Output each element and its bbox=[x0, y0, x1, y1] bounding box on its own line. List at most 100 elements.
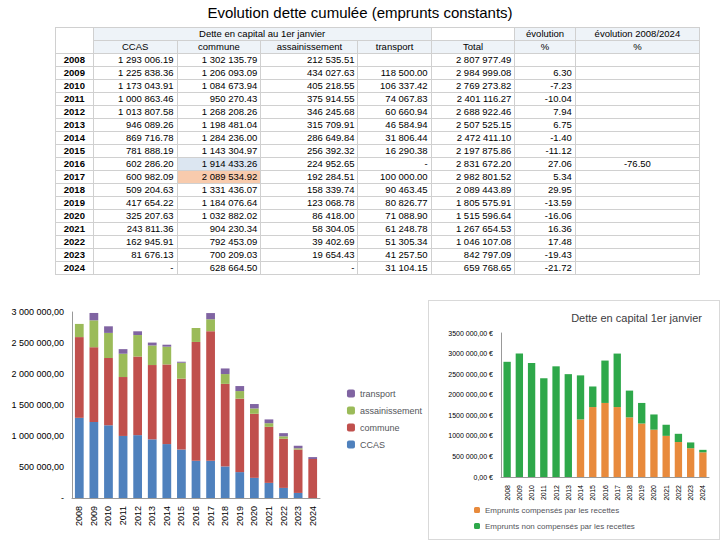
html-text:2011: 2011 bbox=[64, 93, 85, 104]
html-text:2010: 2010 bbox=[63, 80, 85, 91]
svg-text:500 000,00 €: 500 000,00 € bbox=[452, 453, 493, 460]
html-text:2009: 2009 bbox=[63, 67, 85, 78]
svg-text:Dette en capital 1er janvier: Dette en capital 1er janvier bbox=[571, 312, 702, 324]
html-text:2 984 999.08: 2 984 999.08 bbox=[455, 67, 512, 78]
svg-text:2008: 2008 bbox=[504, 485, 511, 501]
html-text:405 218.55: 405 218.55 bbox=[306, 80, 355, 91]
svg-text:1 500 000,00: 1 500 000,00 bbox=[11, 400, 64, 410]
html-text:1 293 006.19: 1 293 006.19 bbox=[118, 54, 174, 65]
html-text:-10.04: -10.04 bbox=[544, 93, 572, 104]
svg-text:2011: 2011 bbox=[118, 506, 128, 525]
svg-text:3500 000,00 €: 3500 000,00 € bbox=[448, 330, 493, 337]
svg-text:transport: transport bbox=[360, 389, 396, 399]
svg-text:2021: 2021 bbox=[264, 506, 274, 526]
svg-text:2022: 2022 bbox=[279, 506, 289, 526]
html-text:transport: transport bbox=[375, 41, 414, 52]
svg-text:3000 000,00 €: 3000 000,00 € bbox=[448, 350, 493, 357]
html-text:1 225 838.36: 1 225 838.36 bbox=[118, 67, 174, 78]
html-text:1 173 043.91: 1 173 043.91 bbox=[118, 80, 174, 91]
html-text:commune: commune bbox=[198, 41, 240, 52]
svg-text:2014: 2014 bbox=[577, 485, 584, 501]
svg-text:2500 000,00 €: 2500 000,00 € bbox=[448, 371, 493, 378]
html-text:346 245.68: 346 245.68 bbox=[306, 106, 355, 117]
html-text:évolution: évolution bbox=[526, 28, 565, 39]
svg-text:-: - bbox=[61, 493, 64, 503]
svg-text:2014: 2014 bbox=[162, 506, 172, 526]
svg-text:2010: 2010 bbox=[528, 485, 535, 501]
html-text:950 270.43: 950 270.43 bbox=[209, 93, 258, 104]
svg-text:2018: 2018 bbox=[220, 506, 230, 526]
html-text:6.30: 6.30 bbox=[553, 67, 572, 78]
svg-text:1500 000,00 €: 1500 000,00 € bbox=[448, 412, 493, 419]
html-text:Total: Total bbox=[463, 41, 483, 52]
html-text:7.94: 7.94 bbox=[553, 106, 572, 117]
svg-text:2015: 2015 bbox=[589, 485, 596, 501]
svg-text:2016: 2016 bbox=[602, 485, 609, 501]
html-text:1 084 673.94: 1 084 673.94 bbox=[201, 80, 258, 91]
svg-text:2013: 2013 bbox=[147, 506, 157, 526]
svg-text:2021: 2021 bbox=[663, 485, 670, 501]
html-text:2 688 922.46: 2 688 922.46 bbox=[455, 106, 512, 117]
svg-text:2016: 2016 bbox=[191, 506, 201, 526]
svg-text:2024: 2024 bbox=[308, 506, 318, 526]
html-text:106 337.42: 106 337.42 bbox=[380, 80, 428, 91]
html-text:2008: 2008 bbox=[63, 54, 85, 65]
html-text:Evolution dette cumulée (empru: Evolution dette cumulée (emprunts consta… bbox=[207, 4, 513, 21]
html-text:118 500.00: 118 500.00 bbox=[380, 67, 428, 78]
svg-text:2019: 2019 bbox=[638, 485, 645, 501]
html-text:60 660.94: 60 660.94 bbox=[385, 106, 428, 117]
svg-text:2022: 2022 bbox=[675, 485, 682, 501]
svg-text:2 000 000,00: 2 000 000,00 bbox=[11, 369, 64, 379]
html-text:évolution 2008/2024: évolution 2008/2024 bbox=[594, 28, 681, 39]
svg-text:2024: 2024 bbox=[699, 485, 706, 501]
svg-text:2009: 2009 bbox=[89, 506, 99, 526]
html-text:2 769 273.82: 2 769 273.82 bbox=[455, 80, 512, 91]
svg-text:2023: 2023 bbox=[293, 506, 303, 526]
svg-text:2020: 2020 bbox=[650, 485, 657, 501]
svg-text:2015: 2015 bbox=[176, 506, 186, 526]
html-text:74 067.83: 74 067.83 bbox=[385, 93, 428, 104]
html-text:1 013 807.58: 1 013 807.58 bbox=[118, 106, 174, 117]
svg-text:2008: 2008 bbox=[74, 506, 84, 526]
svg-text:3 000 000,00: 3 000 000,00 bbox=[11, 307, 64, 317]
html-text:assainissement: assainissement bbox=[276, 41, 343, 52]
svg-text:2 500 000,00: 2 500 000,00 bbox=[11, 338, 64, 348]
html-text:1 268 208.26: 1 268 208.26 bbox=[201, 106, 258, 117]
html-text:1 000 863.46: 1 000 863.46 bbox=[118, 93, 174, 104]
svg-text:2019: 2019 bbox=[235, 506, 245, 526]
html-text:2013: 2013 bbox=[63, 119, 85, 130]
svg-text:500 000,00: 500 000,00 bbox=[19, 462, 64, 472]
html-text:212 535.51: 212 535.51 bbox=[306, 54, 355, 65]
svg-text:2023: 2023 bbox=[687, 485, 694, 501]
svg-text:2017: 2017 bbox=[614, 485, 621, 501]
svg-text:2010: 2010 bbox=[103, 506, 113, 526]
html-text:2012: 2012 bbox=[63, 106, 85, 117]
svg-text:1 000 000,00: 1 000 000,00 bbox=[11, 431, 64, 441]
svg-text:0,00 €: 0,00 € bbox=[474, 474, 494, 481]
html-text:2 807 977.49: 2 807 977.49 bbox=[455, 54, 512, 65]
svg-text:Emprunts non compensés par les: Emprunts non compensés par les recettes bbox=[485, 522, 635, 531]
svg-text:CCAS: CCAS bbox=[360, 440, 385, 450]
html-text:CCAS: CCAS bbox=[121, 41, 149, 52]
html-text:2 401 116.27: 2 401 116.27 bbox=[456, 93, 512, 104]
svg-text:2011: 2011 bbox=[540, 485, 547, 500]
svg-text:2012: 2012 bbox=[553, 485, 560, 501]
html-text:375 914.55: 375 914.55 bbox=[306, 93, 355, 104]
svg-text:2018: 2018 bbox=[626, 485, 633, 501]
svg-text:2009: 2009 bbox=[516, 485, 523, 501]
svg-text:commune: commune bbox=[360, 423, 400, 433]
svg-text:2012: 2012 bbox=[133, 506, 143, 526]
svg-text:2017: 2017 bbox=[206, 506, 216, 526]
svg-text:2020: 2020 bbox=[249, 506, 259, 526]
html-text:-7.23: -7.23 bbox=[550, 80, 572, 91]
html-text:1 206 093.09: 1 206 093.09 bbox=[201, 67, 258, 78]
html-text:1 302 135.79: 1 302 135.79 bbox=[201, 54, 258, 65]
svg-text:Emprunts compensés par les rec: Emprunts compensés par les recettes bbox=[485, 506, 619, 515]
svg-text:2013: 2013 bbox=[565, 485, 572, 501]
html-text:946 089.26: 946 089.26 bbox=[126, 119, 174, 130]
svg-text:assainissement: assainissement bbox=[360, 406, 423, 416]
svg-text:1000 000,00 €: 1000 000,00 € bbox=[448, 432, 493, 439]
html-text:434 027.63: 434 027.63 bbox=[306, 67, 355, 78]
html-text:Dette en capital au 1er janvie: Dette en capital au 1er janvier bbox=[199, 28, 326, 39]
svg-text:2000 000,00 €: 2000 000,00 € bbox=[448, 391, 493, 398]
